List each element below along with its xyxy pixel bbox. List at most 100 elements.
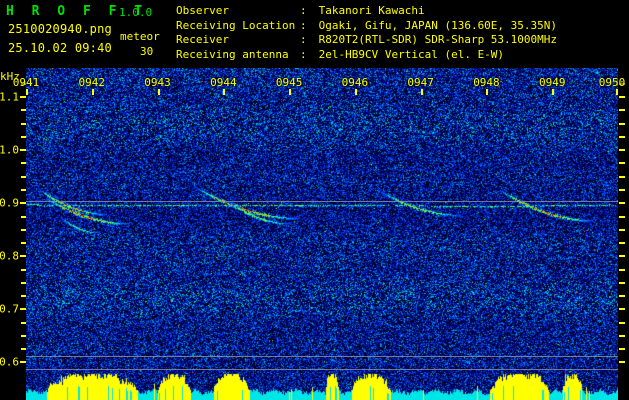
metadata-key: Receiver	[176, 33, 229, 46]
y-axis-tick-label: 0.9	[0, 196, 19, 210]
x-axis-tick	[289, 89, 292, 95]
right-axis-tick	[619, 202, 625, 205]
right-axis-tick	[619, 149, 625, 152]
reference-line	[26, 201, 618, 202]
app-title: H R O F F T	[6, 4, 148, 19]
metadata-value: 2el-HB9CV Vertical (el. E-W)	[312, 47, 505, 61]
y-axis-major-tick	[20, 202, 26, 205]
x-axis-tick-label: 0947	[407, 76, 434, 89]
y-axis-tick-label: 0.6	[0, 355, 19, 369]
x-axis-tick-label: 0944	[210, 76, 237, 89]
x-axis-tick	[223, 89, 226, 95]
metadata-value: R820T2(RTL-SDR) SDR-Sharp 53.1000MHz	[312, 33, 558, 46]
right-axis-tick	[619, 96, 625, 99]
x-axis-tick	[420, 89, 423, 95]
x-axis-tick	[616, 89, 618, 95]
y-axis-minor-tick	[21, 242, 26, 245]
right-axis-tick	[619, 321, 625, 324]
right-axis-tick	[619, 228, 625, 231]
y-axis-minor-tick	[21, 109, 26, 112]
y-axis-minor-tick	[21, 215, 26, 218]
right-axis-tick	[619, 122, 625, 125]
plot-area: kHz 1.1 1.0 0.9 0.8 0.7 0.6 0941 0942 0943 0944 0…	[0, 68, 629, 400]
metadata-key: Receiving antenna	[176, 47, 289, 61]
y-axis-tick-label: 0.7	[0, 302, 19, 316]
x-axis-tick	[486, 89, 489, 95]
reference-line	[26, 369, 618, 370]
metadata-row: Observer: Takanori Kawachi	[176, 4, 628, 19]
y-axis-minor-tick	[21, 162, 26, 165]
meteor-echo-layer	[26, 68, 618, 373]
x-axis-tick-label: 0942	[78, 76, 106, 89]
event-count-label: 30	[140, 45, 154, 58]
y-axis-minor-tick	[21, 321, 26, 324]
right-axis-tick	[619, 242, 625, 245]
spectrogram-canvas	[26, 68, 618, 373]
right-axis-tick	[619, 175, 625, 178]
metadata-separator: :	[300, 18, 307, 32]
x-axis-tick-label: 0941	[12, 76, 40, 89]
metadata-value: Ogaki, Gifu, JAPAN (136.60E, 35.35N)	[312, 18, 558, 32]
right-axis-tick	[619, 215, 625, 218]
x-axis-tick	[552, 89, 555, 95]
y-axis-tick-label: 1.1	[0, 90, 19, 104]
y-axis-tick-label: 1.0	[0, 143, 19, 157]
metadata-separator: :	[300, 4, 307, 17]
y-axis-major-tick	[20, 308, 26, 311]
x-axis-tick-label: 0950	[598, 76, 626, 89]
mode-label: meteor	[120, 30, 160, 43]
right-axis-tick	[619, 189, 625, 191]
right-axis-tick	[619, 268, 625, 271]
datetime-label: 25.10.02 09:40	[8, 41, 112, 55]
header-panel: H R O F F T 1.0.0 2510020940.png 25.10.0…	[0, 0, 629, 68]
y-axis-minor-tick	[21, 348, 26, 351]
right-axis-tick	[619, 348, 625, 351]
metadata-row: Receiver: R820T2(RTL-SDR) SDR-Sharp 53.1…	[176, 33, 628, 48]
y-axis-major-tick	[20, 96, 26, 99]
y-axis: kHz 1.1 1.0 0.9 0.8 0.7 0.6	[0, 68, 26, 373]
amplitude-strip	[26, 373, 618, 400]
metadata-value: Takanori Kawachi	[312, 4, 425, 17]
y-axis-major-tick	[20, 149, 26, 152]
right-axis-tick	[619, 295, 625, 298]
right-axis-tick	[619, 334, 625, 337]
metadata-row: Receiving antenna: 2el-HB9CV Vertical (e…	[176, 48, 628, 63]
x-axis-tick-label: 0943	[144, 76, 171, 89]
strip-bars-layer	[26, 373, 618, 400]
app-version: 1.0.0	[119, 6, 153, 19]
y-axis-tick-label: 0.8	[0, 249, 19, 263]
x-axis-tick-label: 0946	[341, 76, 369, 89]
right-axis-tick	[619, 308, 625, 311]
right-axis-tick	[619, 255, 625, 258]
y-axis-minor-tick	[21, 281, 26, 284]
x-axis-tick	[91, 89, 94, 95]
y-axis-minor-tick	[21, 82, 26, 85]
y-axis-unit-label: kHz	[0, 70, 20, 83]
x-axis-tick	[354, 89, 357, 95]
filename-label: 2510020940.png	[8, 22, 112, 36]
metadata-separator: :	[300, 47, 307, 61]
y-axis-minor-tick	[21, 295, 26, 298]
x-axis-tick-label: 0949	[538, 76, 566, 89]
reference-line	[26, 356, 618, 357]
y-axis-minor-tick	[21, 228, 26, 231]
metadata-separator: :	[300, 33, 307, 46]
right-axis-tick	[619, 162, 625, 165]
station-metadata: Observer: Takanori Kawachi Receiving Loca…	[176, 4, 628, 62]
y-axis-minor-tick	[21, 175, 26, 178]
right-axis-tick	[619, 281, 625, 284]
y-axis-minor-tick	[21, 334, 26, 337]
y-axis-major-tick	[20, 255, 26, 258]
x-axis-tick-label: 0945	[275, 76, 303, 89]
strip-left-gutter	[0, 373, 26, 400]
x-axis-tick-label: 0948	[473, 76, 500, 89]
strip-right-gutter	[618, 373, 629, 400]
right-axis-tick	[619, 109, 625, 112]
metadata-key: Receiving Location	[176, 18, 296, 32]
metadata-row: Receiving Location: Ogaki, Gifu, JAPAN (…	[176, 19, 628, 34]
y-axis-major-tick	[20, 361, 26, 364]
y-axis-minor-tick	[21, 135, 26, 138]
y-axis-minor-tick	[21, 122, 26, 125]
right-axis-tick	[619, 82, 625, 85]
